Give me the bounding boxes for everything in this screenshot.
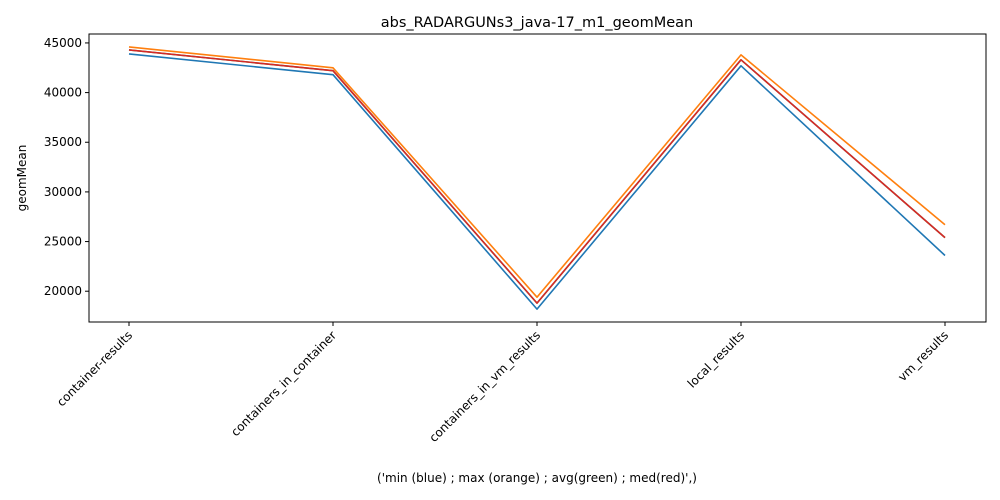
x-tick-label: container-results (54, 328, 135, 409)
y-tick-label: 35000 (44, 135, 82, 149)
x-axis: container-results containers_in_container… (54, 322, 951, 445)
x-axis-label: ('min (blue) ; max (orange) ; avg(green)… (377, 471, 697, 485)
x-tick-label: containers_in_container (228, 328, 339, 439)
series-line-max (128, 46, 946, 299)
y-tick-label: 45000 (44, 36, 82, 50)
y-tick-label: 25000 (44, 235, 82, 249)
x-tick-label: local_results (685, 328, 747, 390)
series-line-avg (128, 49, 946, 304)
series-layer (128, 46, 946, 310)
y-axis: 20000 25000 30000 35000 40000 45000 (44, 36, 89, 298)
plot-frame (88, 33, 987, 323)
x-tick-label: vm_results (895, 328, 951, 384)
series-line-med (128, 49, 946, 304)
y-axis-label: geomMean (15, 145, 29, 212)
x-tick-label: containers_in_vm_results (426, 328, 543, 445)
y-tick-label: 20000 (44, 284, 82, 298)
chart-title: abs_RADARGUNs3_java-17_m1_geomMean (381, 15, 693, 31)
y-tick-label: 40000 (44, 86, 82, 100)
y-tick-label: 30000 (44, 185, 82, 199)
series-line-min (128, 53, 946, 310)
